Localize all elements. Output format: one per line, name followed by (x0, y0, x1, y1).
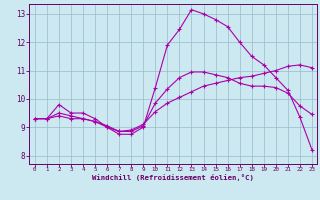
X-axis label: Windchill (Refroidissement éolien,°C): Windchill (Refroidissement éolien,°C) (92, 174, 254, 181)
